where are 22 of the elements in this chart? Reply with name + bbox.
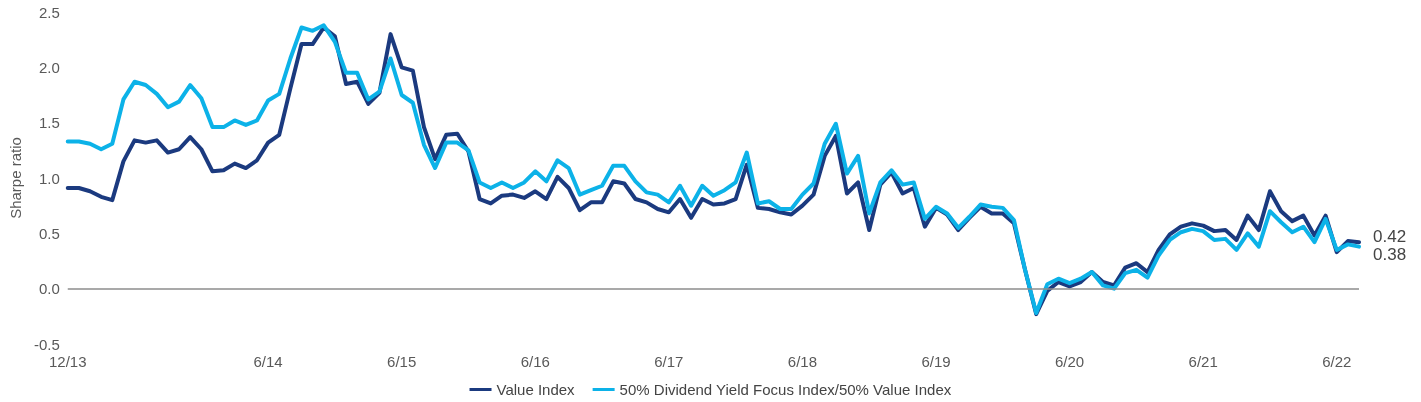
x-tick-label: 6/17: [654, 353, 684, 370]
x-tick-label: 6/21: [1188, 353, 1218, 370]
legend-label: 50% Dividend Yield Focus Index/50% Value Index: [619, 381, 952, 398]
data-label: 0.38: [1373, 245, 1407, 265]
x-tick-label: 6/18: [787, 353, 818, 370]
y-axis-title: Sharpe ratio: [7, 137, 24, 219]
x-tick-label: 6/16: [520, 353, 550, 370]
y-tick-label: 1.5: [38, 114, 60, 132]
y-tick-label: 0.5: [38, 224, 60, 242]
y-tick-label: 1.0: [38, 169, 60, 187]
x-tick-label: 6/20: [1054, 353, 1085, 370]
y-tick-label: 2.5: [38, 3, 60, 21]
x-tick-label: 6/19: [921, 353, 951, 370]
legend-label: Value Index: [496, 381, 576, 398]
x-tick-label: 6/14: [253, 353, 283, 370]
y-tick-label: 0.0: [38, 280, 60, 298]
x-tick-label: 6/22: [1322, 353, 1352, 370]
data-label: 0.42: [1373, 226, 1407, 246]
y-tick-label: -0.5: [33, 335, 60, 353]
y-tick-label: 2.0: [38, 58, 60, 76]
x-tick-label: 12/13: [48, 353, 87, 370]
x-tick-label: 6/15: [387, 353, 417, 370]
